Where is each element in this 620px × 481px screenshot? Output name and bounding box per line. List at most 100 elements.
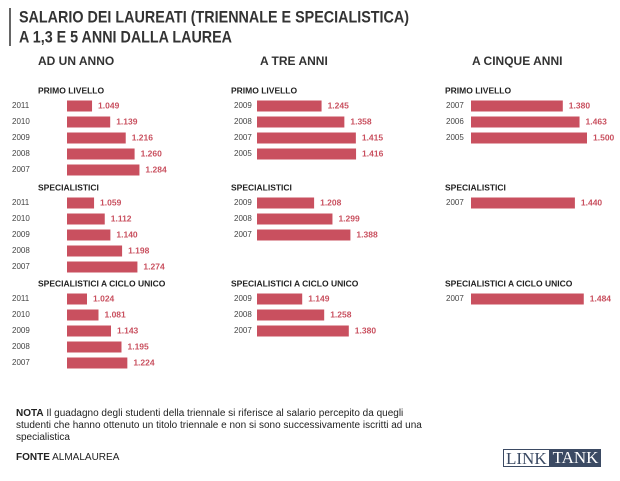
category-label: 2009 — [12, 133, 30, 142]
value-label: 1.139 — [116, 116, 138, 126]
value-label: 1.380 — [569, 100, 591, 110]
value-label: 1.140 — [116, 229, 138, 239]
category-label: 2007 — [234, 326, 252, 335]
bar — [257, 309, 325, 321]
value-label: 1.208 — [320, 197, 342, 207]
panel-title: PRIMO LIVELLO — [445, 85, 512, 95]
bar — [257, 325, 349, 337]
value-label: 1.216 — [132, 132, 154, 142]
category-label: 2007 — [12, 165, 30, 174]
category-label: 2007 — [234, 230, 252, 239]
bar — [67, 229, 111, 241]
bar — [471, 293, 584, 305]
note-text: Il guadagno degli studenti della trienna… — [16, 408, 422, 443]
category-label: 2010 — [12, 214, 30, 223]
value-label: 1.500 — [593, 132, 615, 142]
value-label: 1.358 — [350, 116, 372, 126]
category-label: 2009 — [12, 326, 30, 335]
chart-subtitle: A 1,3 E 5 ANNI DALLA LAUREA — [19, 27, 232, 46]
logo-part: LINK — [503, 449, 550, 468]
source: FONTE ALMALAUREA — [16, 452, 119, 463]
value-label: 1.245 — [328, 100, 350, 110]
value-label: 1.484 — [590, 293, 612, 303]
bar — [257, 132, 356, 144]
bar — [257, 213, 333, 225]
panel-title: SPECIALISTICI A CICLO UNICO — [38, 278, 166, 288]
column-title: A CINQUE ANNI — [472, 54, 562, 68]
category-label: 2006 — [446, 117, 464, 126]
value-label: 1.059 — [100, 197, 122, 207]
value-label: 1.388 — [356, 229, 378, 239]
category-label: 2007 — [12, 358, 30, 367]
bar — [67, 309, 99, 321]
bar — [67, 148, 135, 160]
bar — [67, 213, 105, 225]
category-label: 2008 — [12, 246, 30, 255]
bar — [67, 197, 95, 209]
bar — [67, 116, 111, 128]
value-label: 1.260 — [141, 148, 163, 158]
bar — [257, 100, 322, 112]
bar — [471, 116, 580, 128]
category-label: 2009 — [12, 230, 30, 239]
bar — [67, 325, 111, 337]
category-label: 2008 — [12, 342, 30, 351]
bar — [67, 261, 138, 273]
panel-title: SPECIALISTICI — [38, 182, 99, 192]
category-label: 2009 — [234, 198, 252, 207]
category-label: 2007 — [234, 133, 252, 142]
value-label: 1.224 — [133, 357, 155, 367]
source-text: ALMALAUREA — [52, 452, 120, 463]
category-label: 2007 — [12, 262, 30, 271]
category-label: 2008 — [234, 214, 252, 223]
category-label: 2007 — [446, 101, 464, 110]
category-label: 2011 — [12, 294, 30, 303]
category-label: 2009 — [234, 101, 252, 110]
bar — [471, 100, 563, 112]
panel-title: SPECIALISTICI A CICLO UNICO — [231, 278, 359, 288]
category-label: 2008 — [12, 149, 30, 158]
category-label: 2010 — [12, 310, 30, 319]
panel-title: SPECIALISTICI — [445, 182, 506, 192]
panel-title: PRIMO LIVELLO — [231, 85, 298, 95]
value-label: 1.463 — [586, 116, 608, 126]
category-label: 2009 — [234, 294, 252, 303]
column-title: A TRE ANNI — [260, 54, 328, 68]
value-label: 1.258 — [330, 309, 352, 319]
panel-title: SPECIALISTICI — [231, 182, 292, 192]
logo-part: TANK — [549, 449, 602, 467]
note-label: NOTA — [16, 408, 44, 419]
value-label: 1.380 — [355, 325, 377, 335]
value-label: 1.440 — [581, 197, 603, 207]
note: NOTA Il guadagno degli studenti della tr… — [16, 408, 436, 444]
category-label: 2008 — [234, 117, 252, 126]
bar — [257, 229, 351, 241]
category-label: 2005 — [446, 133, 464, 142]
value-label: 1.081 — [104, 309, 126, 319]
category-label: 2007 — [446, 198, 464, 207]
bar — [67, 100, 93, 112]
category-label: 2011 — [12, 198, 30, 207]
category-label: 2010 — [12, 117, 30, 126]
category-label: 2005 — [234, 149, 252, 158]
value-label: 1.416 — [362, 148, 384, 158]
panel-title: PRIMO LIVELLO — [38, 85, 105, 95]
category-label: 2008 — [234, 310, 252, 319]
value-label: 1.112 — [111, 213, 132, 223]
bar — [471, 197, 575, 209]
bar — [257, 293, 303, 305]
value-label: 1.299 — [338, 213, 360, 223]
category-label: 2011 — [12, 101, 30, 110]
logo: LINK TANK — [503, 449, 602, 468]
value-label: 1.143 — [117, 325, 139, 335]
bar — [257, 197, 315, 209]
bar — [67, 132, 126, 144]
category-label: 2007 — [446, 294, 464, 303]
value-label: 1.415 — [362, 132, 384, 142]
value-label: 1.198 — [128, 245, 150, 255]
source-label: FONTE — [16, 452, 50, 463]
value-label: 1.274 — [143, 261, 165, 271]
bar — [67, 293, 87, 305]
